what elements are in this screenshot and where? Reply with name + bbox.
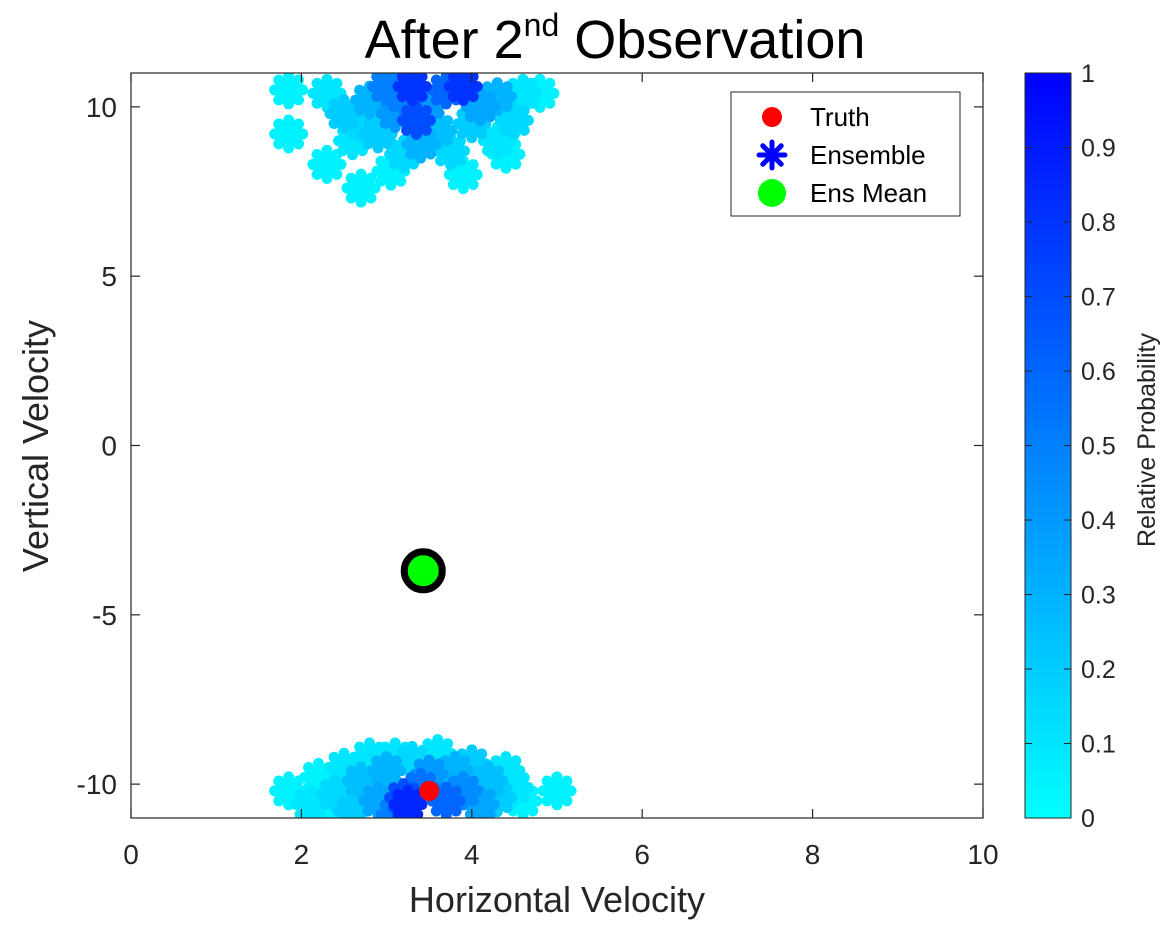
ensemble-point <box>269 771 309 811</box>
colorbar-tick-label: 0.3 <box>1081 582 1116 610</box>
points-layer <box>269 73 577 818</box>
legend: Truth Ensemble Ens Mean <box>730 91 961 217</box>
x-tick-label: 4 <box>464 839 480 870</box>
x-tick-label: 2 <box>294 839 310 870</box>
legend-ens-mean-marker <box>758 179 786 207</box>
x-tick-label: 0 <box>123 839 139 870</box>
ensemble-point <box>269 114 309 154</box>
colorbar-tick-label: 0.6 <box>1081 358 1116 386</box>
x-axis-label: Horizontal Velocity <box>409 879 705 920</box>
colorbar-tick-label: 0.4 <box>1081 507 1116 535</box>
chart-title-superscript: nd <box>524 7 560 43</box>
ensemble-point <box>443 73 483 107</box>
y-tick-label: 0 <box>101 431 117 462</box>
legend-label: Ens Mean <box>810 178 927 208</box>
ens-mean-point <box>400 548 446 594</box>
y-tick-label: 5 <box>101 261 117 292</box>
chart-title-main: After 2 <box>365 10 524 70</box>
legend-item: Truth <box>762 102 870 132</box>
colorbar-label: Relative Probability <box>1133 333 1161 547</box>
legend-label: Ensemble <box>810 140 926 170</box>
colorbar-tick-label: 0.8 <box>1081 209 1116 237</box>
y-tick-label: -5 <box>92 600 117 631</box>
ensemble-point <box>269 73 309 110</box>
colorbar-tick-label: 0.7 <box>1081 284 1116 312</box>
x-tick-label: 6 <box>634 839 650 870</box>
colorbar-gradient <box>1024 72 1072 819</box>
chart-title-suffix: Observation <box>559 10 865 70</box>
ensemble-point <box>392 73 432 107</box>
y-tick-label: 10 <box>86 92 117 123</box>
ensemble-point <box>307 144 347 184</box>
colorbar-tick-label: 1 <box>1081 60 1095 88</box>
colorbar-tick-label: 0.1 <box>1081 731 1116 759</box>
y-tick-label: -10 <box>77 769 117 800</box>
x-tick-label: 8 <box>805 839 821 870</box>
colorbar-tick-label: 0.9 <box>1081 135 1116 163</box>
colorbar-tick-label: 0 <box>1081 805 1095 833</box>
ensemble-point <box>388 784 428 818</box>
ensemble-point <box>324 94 364 134</box>
colorbar: 0 0.1 0.2 0.3 0.4 0.5 0.6 0.7 0.8 0.9 1 Relative P… <box>1024 60 1161 833</box>
legend-truth-marker <box>762 107 782 127</box>
ticks-layer: 0 2 4 6 8 10 -10 -5 0 5 10 <box>77 73 999 870</box>
legend-label: Truth <box>810 102 870 132</box>
chart-title: After 2nd Observation <box>365 7 866 70</box>
legend-item: Ensemble <box>756 139 926 171</box>
truth-point <box>419 780 440 801</box>
colorbar-ticks: 0 0.1 0.2 0.3 0.4 0.5 0.6 0.7 0.8 0.9 1 <box>1025 60 1116 833</box>
legend-items: Truth Ensemble Ens Mean <box>756 102 927 208</box>
colorbar-tick-label: 0.5 <box>1081 433 1116 461</box>
legend-ensemble-marker <box>756 139 788 171</box>
colorbar-tick-label: 0.2 <box>1081 656 1116 684</box>
ensemble-point <box>396 100 436 140</box>
y-axis-label: Vertical Velocity <box>15 320 56 572</box>
ensemble-point <box>537 771 577 811</box>
x-tick-label: 10 <box>967 839 998 870</box>
legend-item: Ens Mean <box>758 178 927 208</box>
